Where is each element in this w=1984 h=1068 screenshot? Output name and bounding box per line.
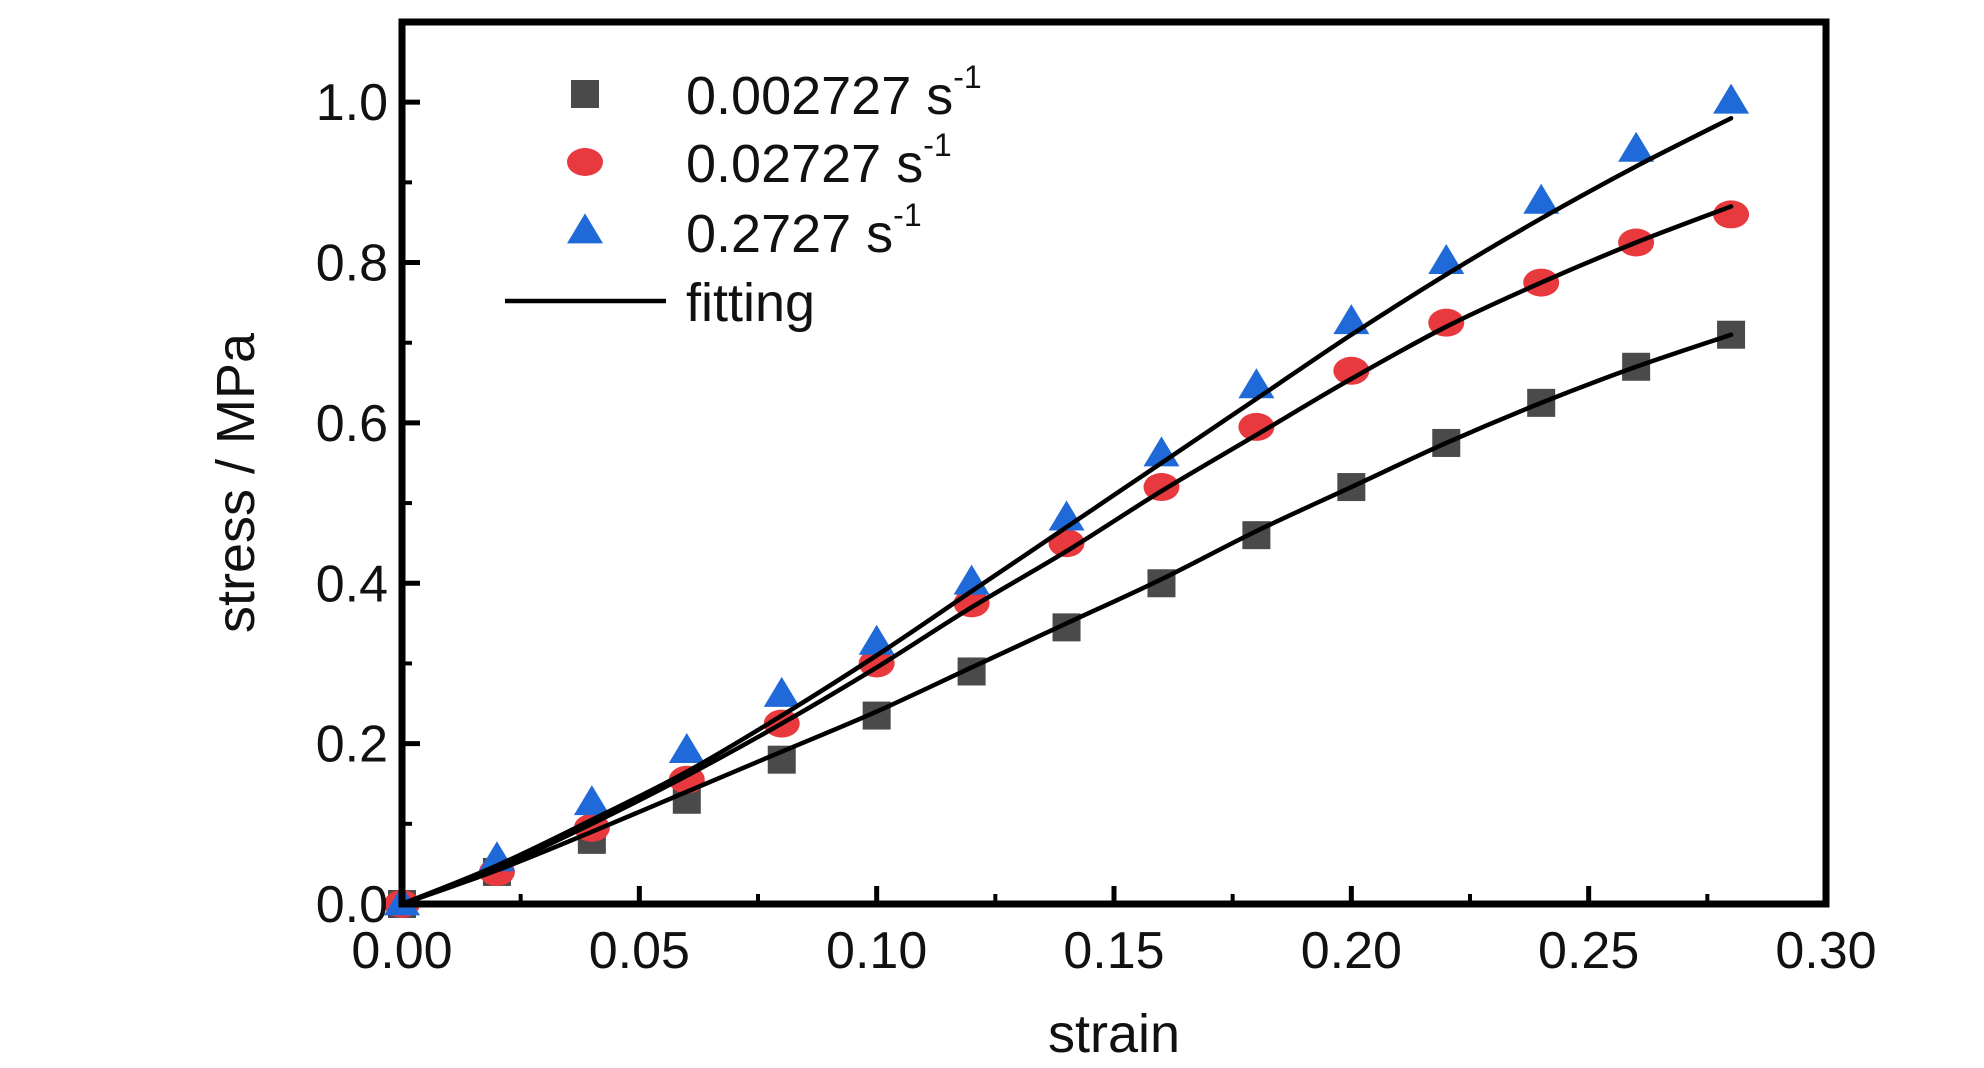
data-point-circle [1333,356,1370,385]
y-tick-label: 0.6 [316,395,388,453]
legend-label-main: 0.002727 s [686,66,953,126]
fitting-curve [399,204,1734,907]
legend-label-superscript: -1 [923,127,951,163]
legend-label-main: 0.2727 s [686,204,893,264]
legend-label: 0.2727 s-1 [686,197,922,264]
data-point-triangle [1523,183,1560,214]
x-tick-label: 0.10 [826,922,927,980]
legend-label-superscript: -1 [953,59,981,95]
legend-label: 0.02727 s-1 [686,127,952,194]
legend-label-fitting: fitting [686,273,815,333]
y-tick-label: 0.0 [316,876,388,934]
y-tick-label: 0.8 [316,235,388,293]
data-point-circle [1238,412,1275,441]
plot-frame [398,18,1830,908]
legend-label: 0.002727 s-1 [686,59,982,126]
legend-item-fitting: fitting [505,273,815,333]
y-tick-label: 0.4 [316,555,388,613]
legend-marker-triangle [567,213,603,244]
data-point-triangle [763,676,800,707]
y-tick-label: 0.2 [316,716,388,774]
data-point-triangle [1618,131,1655,162]
series-triangle-markers [384,83,1750,916]
x-tick-label: 0.25 [1538,922,1639,980]
y-axis-title: stress / MPa [206,332,266,633]
legend-marker-circle [567,148,603,176]
x-tick-label: 0.05 [589,922,690,980]
data-point-circle [1048,529,1085,558]
x-tick-label: 0.00 [351,922,452,980]
data-point-triangle [1713,83,1750,114]
fitting-curve [399,332,1734,907]
axes-layer: 0.00 0.05 0.10 0.15 0.20 0.25 0.30 0.0 0.2 0.4 0.6… [206,18,1877,1064]
data-point-triangle [1333,304,1370,335]
legend-label-superscript: -1 [893,197,921,233]
legend-marker-square [571,80,599,108]
legend-item-circle: 0.02727 s-1 [567,127,952,194]
plot-layer [384,83,1750,918]
data-point-triangle [668,733,705,764]
legend-item-square: 0.002727 s-1 [571,59,982,126]
x-tick-label: 0.20 [1301,922,1402,980]
data-point-triangle [573,785,610,816]
x-tick-label: 0.30 [1775,922,1876,980]
x-tick-label: 0.15 [1063,922,1164,980]
fitting-curve [399,115,1734,907]
legend-label-main: 0.02727 s [686,134,923,194]
data-point-triangle [1428,243,1465,274]
legend-item-triangle: 0.2727 s-1 [567,197,922,264]
data-point-triangle [1238,368,1275,399]
data-point-triangle [858,624,895,655]
y-tick-label: 1.0 [316,74,388,132]
x-axis-title: strain [1048,1004,1180,1063]
